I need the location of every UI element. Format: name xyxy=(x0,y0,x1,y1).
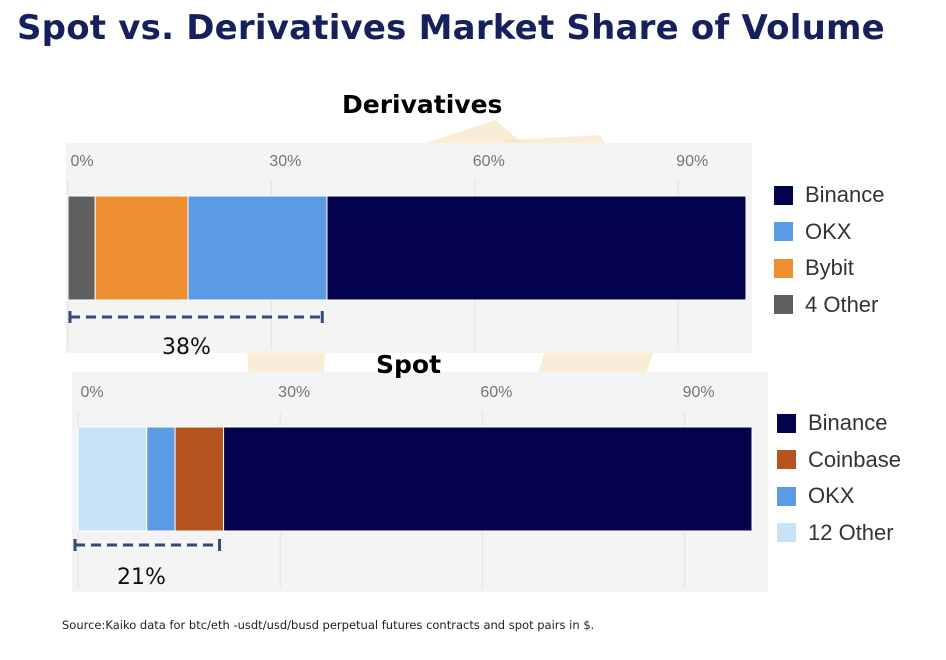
derivatives-legend: Binance OKX Bybit 4 Other xyxy=(774,177,885,323)
derivatives-legend-item-binance: Binance xyxy=(774,177,885,214)
derivatives-tick-label: 30% xyxy=(269,153,301,170)
derivatives-legend-item-okx: OKX xyxy=(774,214,885,251)
spot-legend-item-12-other: 12 Other xyxy=(777,515,901,552)
derivatives-tick-label: 90% xyxy=(676,153,708,170)
legend-label: Bybit xyxy=(805,255,854,281)
spot-tick-label: 90% xyxy=(683,384,715,401)
derivatives-bar-segment-okx xyxy=(187,195,328,301)
legend-swatch xyxy=(774,222,793,242)
legend-label: OKX xyxy=(805,218,852,244)
derivatives-legend-item-bybit: Bybit xyxy=(774,250,885,287)
legend-swatch xyxy=(774,258,793,278)
derivatives-tick-label: 0% xyxy=(70,153,93,170)
legend-swatch xyxy=(777,523,796,543)
legend-label: Binance xyxy=(805,182,885,208)
spot-bar-segment-okx xyxy=(146,426,176,532)
legend-label: Coinbase xyxy=(808,446,901,472)
derivatives-tick-label: 60% xyxy=(473,153,505,170)
spot-legend: Binance Coinbase OKX 12 Other xyxy=(777,405,901,551)
spot-bar-segment-binance xyxy=(223,426,753,532)
legend-swatch xyxy=(774,295,793,315)
spot-bar-segment-coinbase xyxy=(174,426,225,532)
spot-share-label: 21% xyxy=(117,565,166,590)
spot-bar-segment-12-other xyxy=(77,426,148,532)
legend-label: OKX xyxy=(808,483,855,509)
legend-swatch xyxy=(777,486,796,506)
legend-label: 4 Other xyxy=(805,291,879,317)
legend-swatch xyxy=(774,185,793,205)
spot-legend-item-coinbase: Coinbase xyxy=(777,442,901,479)
spot-chart-title: Spot xyxy=(376,350,442,379)
spot-tick-label: 0% xyxy=(80,384,103,401)
derivatives-bar-segment-binance xyxy=(326,195,747,301)
spot-tick-label: 30% xyxy=(278,384,310,401)
legend-label: Binance xyxy=(808,410,888,436)
legend-label: 12 Other xyxy=(808,519,894,545)
derivatives-legend-item-4-other: 4 Other xyxy=(774,287,885,324)
derivatives-chart-title: Derivatives xyxy=(342,90,503,119)
legend-swatch xyxy=(777,450,796,470)
page-title: Spot vs. Derivatives Market Share of Vol… xyxy=(17,8,885,48)
spot-legend-item-binance: Binance xyxy=(777,405,901,442)
derivatives-share-label: 38% xyxy=(162,335,211,360)
spot-legend-item-okx: OKX xyxy=(777,478,901,515)
spot-tick-label: 60% xyxy=(480,384,512,401)
source-note: Source:Kaiko data for btc/eth -usdt/usd/… xyxy=(62,618,595,632)
legend-swatch xyxy=(777,413,796,433)
